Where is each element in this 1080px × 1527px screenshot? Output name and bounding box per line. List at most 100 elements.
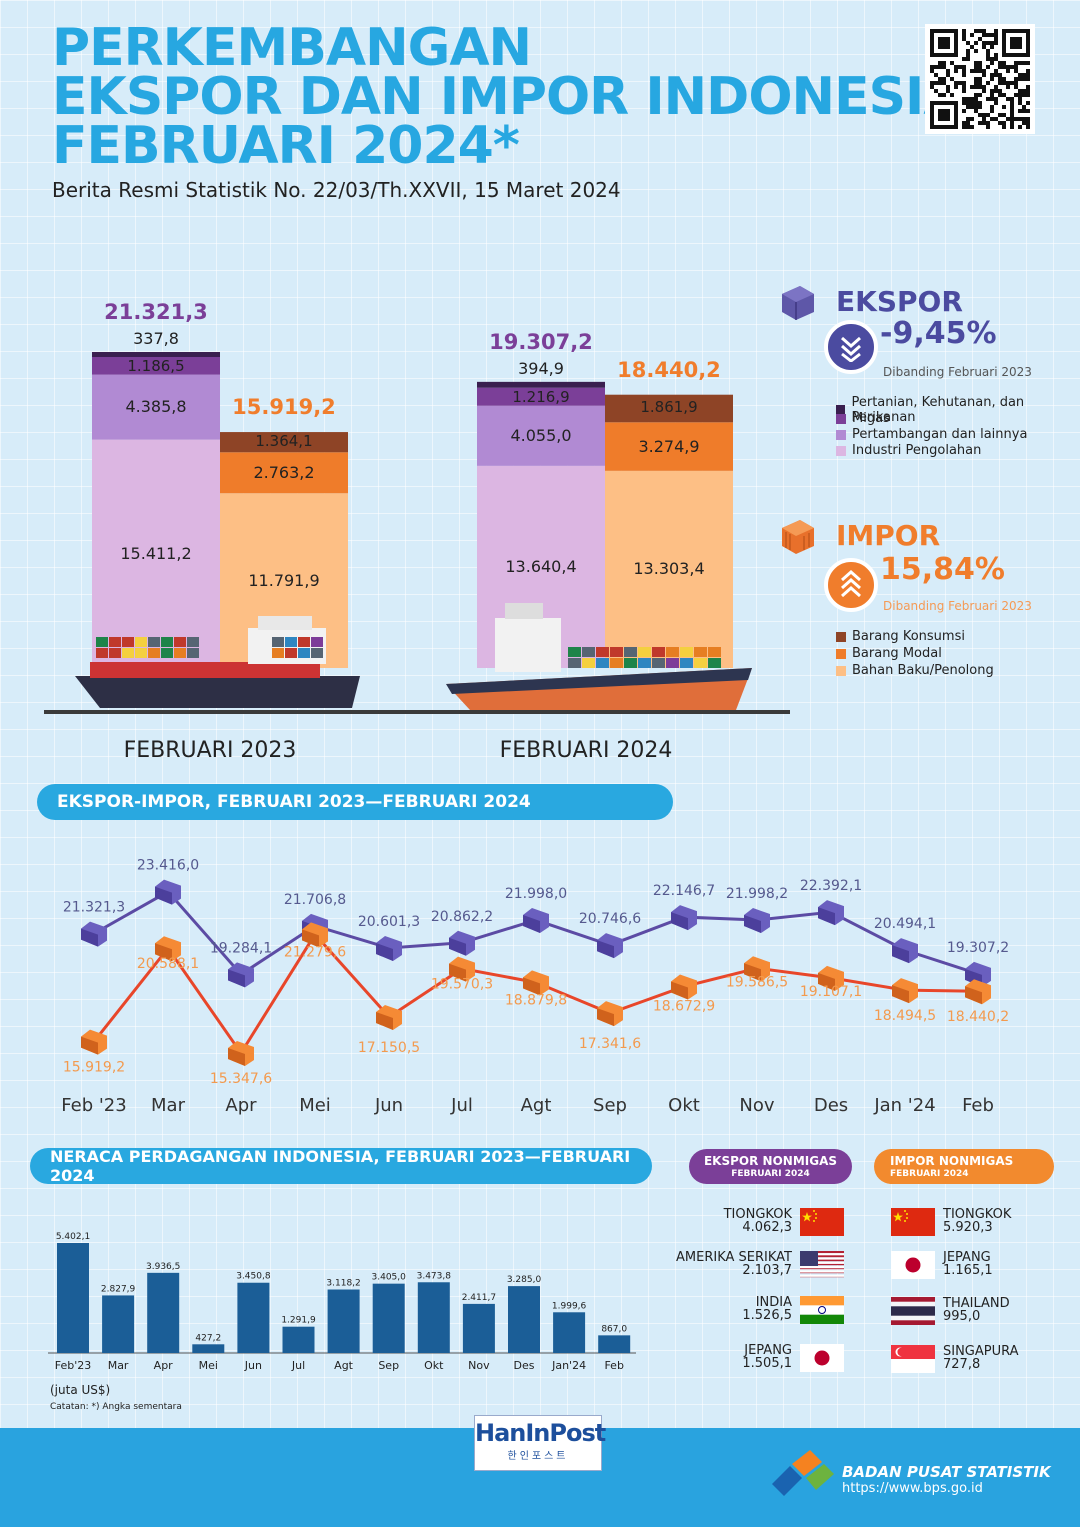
impor-nonmigas-pill: IMPOR NONMIGAS FEBRUARI 2024 <box>874 1149 1054 1184</box>
bps-url[interactable]: https://www.bps.go.id <box>842 1481 983 1496</box>
neraca-bar-7 <box>372 1283 405 1353</box>
unit-note: (juta US$) <box>50 1383 111 1397</box>
neraca-value-8: 3.473,8 <box>417 1271 452 1281</box>
label-ekspor-8: 22.146,7 <box>653 883 715 899</box>
ekspor-bar-3-1 <box>477 381 605 388</box>
ekspor-bar-2-1 <box>477 387 605 406</box>
impor-bar-2-1 <box>605 394 733 423</box>
point-ekspor-7 <box>597 933 623 959</box>
label-ekspor-11: 20.494,1 <box>874 916 936 932</box>
label-ekspor-10: 22.392,1 <box>800 878 862 894</box>
label-feb-2023: FEBRUARI 2023 <box>123 738 297 763</box>
ekspor-bar-label: 1.216,9 <box>512 387 570 406</box>
point-ekspor-4 <box>376 935 402 961</box>
footnote: Catatan: *) Angka sementara <box>50 1402 182 1412</box>
x-tick-9: Nov <box>739 1095 774 1116</box>
ekspor-country-value: 4.062,3 <box>742 1220 792 1235</box>
neraca-value-5: 1.291,9 <box>281 1316 316 1326</box>
legend-barang-modal: Barang Modal <box>836 646 942 661</box>
legend-pertanian: Pertanian, Kehutanan, dan Perikanan <box>836 395 1080 425</box>
label-impor-1: 20.588,1 <box>137 956 199 972</box>
impor-bar-0-1 <box>605 470 733 668</box>
china-flag-icon <box>800 1208 844 1236</box>
bps-logo-icon[interactable] <box>766 1448 838 1504</box>
container-impor-icon <box>782 520 814 554</box>
label-impor-8: 18.672,9 <box>653 999 715 1015</box>
neraca-value-1: 2.827,9 <box>101 1284 136 1294</box>
point-ekspor-6 <box>523 908 549 934</box>
ekspor-country-name: INDIA <box>755 1295 792 1310</box>
ekspor-bar-0-0 <box>92 439 220 668</box>
neraca-tick-9: Nov <box>468 1359 490 1372</box>
japan-flag-icon <box>891 1251 935 1279</box>
x-tick-11: Jan '24 <box>873 1095 935 1116</box>
neraca-bar-4 <box>237 1282 270 1353</box>
point-impor-6 <box>523 970 549 996</box>
legend-migas: Migas <box>836 411 890 426</box>
neraca-bar-0 <box>57 1243 89 1353</box>
bps-name: BADAN PUSAT STATISTIK <box>842 1463 1051 1481</box>
ekspor-country-value: 2.103,7 <box>742 1263 792 1278</box>
neraca-tick-10: Des <box>514 1359 535 1372</box>
neraca-tick-4: Jun <box>244 1359 262 1372</box>
impor-total: 15.919,2 <box>232 395 336 420</box>
point-impor-2 <box>228 1041 254 1067</box>
x-tick-12: Feb <box>962 1095 994 1116</box>
ekspor-bar-label: 394,9 <box>518 358 564 378</box>
point-impor-11 <box>892 978 918 1004</box>
impor-title: IMPOR <box>836 519 941 552</box>
impor-bar-label: 2.763,2 <box>253 462 315 482</box>
label-impor-9: 19.586,5 <box>726 974 788 990</box>
impor-country-name: THAILAND <box>943 1296 1010 1311</box>
impor-bar-2-0 <box>220 432 348 453</box>
neraca-bar-11 <box>553 1312 586 1353</box>
impor-country-name: TIONGKOK <box>943 1207 1012 1222</box>
impor-bar-label: 1.364,1 <box>255 432 313 451</box>
impor-country-value: 727,8 <box>943 1357 981 1372</box>
usa-flag-icon <box>800 1251 844 1279</box>
point-ekspor-2 <box>228 962 254 988</box>
line-chart: 21.321,3 23.416,0 19.284,1 21.706,8 20.601,3… <box>61 858 1009 1116</box>
label-ekspor-0: 21.321,3 <box>63 900 125 916</box>
neraca-bar-5 <box>282 1326 315 1353</box>
point-ekspor-1 <box>155 879 181 905</box>
neraca-tick-12: Feb <box>604 1359 623 1372</box>
title-line-1: PERKEMBANGAN <box>52 18 532 78</box>
china-flag-icon <box>891 1208 935 1236</box>
label-impor-0: 15.919,2 <box>63 1060 125 1076</box>
haninpost-watermark: HanInPost 한인포스트 <box>474 1415 606 1471</box>
label-ekspor-3: 21.706,8 <box>284 892 346 908</box>
point-impor-3 <box>302 922 328 948</box>
x-tick-7: Sep <box>593 1095 627 1116</box>
x-tick-4: Jun <box>374 1095 403 1116</box>
ekspor-bar-label: 13.640,4 <box>505 556 577 576</box>
neraca-tick-3: Mei <box>199 1359 218 1372</box>
point-impor-4 <box>376 1004 402 1030</box>
ekspor-bar-2-0 <box>92 357 220 375</box>
neraca-bar-9 <box>462 1303 495 1353</box>
ekspor-total: 21.321,3 <box>104 300 208 324</box>
label-ekspor-6: 21.998,0 <box>505 886 567 902</box>
ekspor-change: -9,45% <box>880 316 997 351</box>
neraca-tick-6: Agt <box>334 1359 354 1372</box>
neraca-bar-12 <box>598 1335 631 1353</box>
x-tick-8: Okt <box>668 1095 700 1116</box>
neraca-value-11: 1.999,6 <box>552 1301 587 1311</box>
ekspor-country-name: AMERIKA SERIKAT <box>676 1250 792 1265</box>
ekspor-note: Dibanding Februari 2023 <box>883 365 1032 379</box>
neraca-header: NERACA PERDAGANGAN INDONESIA, FEBRUARI 2… <box>30 1147 652 1185</box>
neraca-value-6: 3.118,2 <box>326 1279 360 1289</box>
label-impor-4: 17.150,5 <box>358 1040 420 1056</box>
point-ekspor-5 <box>449 930 475 956</box>
impor-bar-label: 1.861,9 <box>640 398 698 417</box>
neraca-value-0: 5.402,1 <box>56 1232 90 1242</box>
x-tick-0: Feb '23 <box>61 1095 126 1116</box>
neraca-tick-5: Jul <box>291 1359 305 1372</box>
ekspor-total: 19.307,2 <box>489 329 593 354</box>
qr-code[interactable] <box>925 24 1035 134</box>
ekspor-bar-label: 337,8 <box>133 329 179 348</box>
impor-country-value: 995,0 <box>943 1309 981 1324</box>
point-impor-8 <box>671 974 697 1000</box>
label-impor-11: 18.494,5 <box>874 1008 936 1024</box>
point-impor-12 <box>965 979 991 1005</box>
